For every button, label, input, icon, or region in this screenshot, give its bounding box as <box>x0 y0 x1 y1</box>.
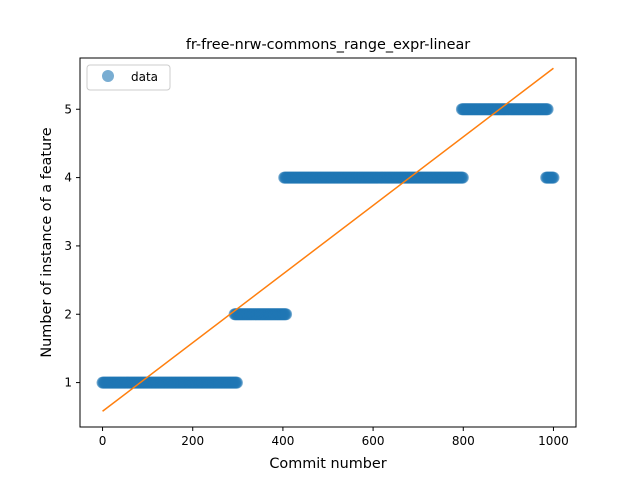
plot-area <box>96 67 560 412</box>
y-tick-label: 1 <box>64 376 72 390</box>
y-tick-label: 5 <box>64 102 72 116</box>
y-axis-label: Number of instance of a feature <box>39 127 55 357</box>
data-point <box>547 171 560 184</box>
y-tick-label: 2 <box>64 307 72 321</box>
x-tick-label: 200 <box>181 434 204 448</box>
x-tick-label: 600 <box>362 434 385 448</box>
legend-label-data: data <box>131 70 158 84</box>
x-axis-label: Commit number <box>269 456 386 472</box>
legend-marker-data <box>102 70 114 82</box>
x-axis: 0 200 400 600 800 1000 <box>99 427 569 448</box>
data-layer <box>96 67 560 412</box>
y-tick-label: 4 <box>64 171 72 185</box>
x-tick-label: 800 <box>452 434 475 448</box>
data-point <box>280 308 293 321</box>
x-tick-label: 0 <box>99 434 107 448</box>
data-point <box>456 171 469 184</box>
data-point <box>230 376 243 389</box>
data-point <box>541 103 554 116</box>
chart-title: fr-free-nrw-commons_range_expr-linear <box>186 37 470 53</box>
x-tick-label: 1000 <box>538 434 569 448</box>
fit-line <box>102 67 554 412</box>
x-tick-label: 400 <box>271 434 294 448</box>
legend: data <box>86 64 171 91</box>
y-tick-label: 3 <box>64 239 72 253</box>
plot-frame <box>79 57 577 428</box>
y-axis: 1 2 3 4 5 <box>64 102 80 390</box>
